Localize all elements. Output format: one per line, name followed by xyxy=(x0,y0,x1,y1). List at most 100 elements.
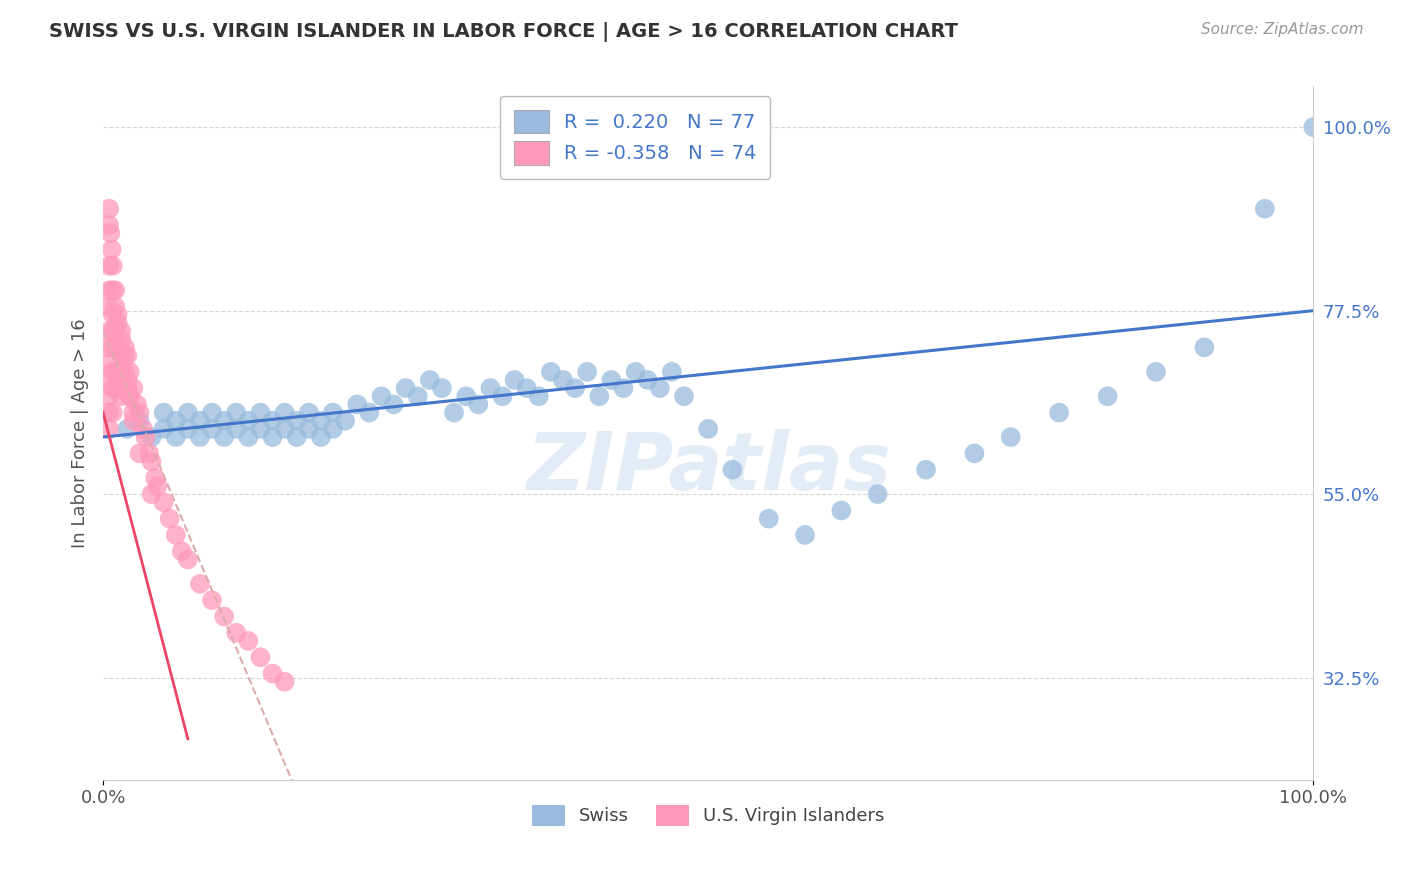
Point xyxy=(406,389,429,403)
Text: SWISS VS U.S. VIRGIN ISLANDER IN LABOR FORCE | AGE > 16 CORRELATION CHART: SWISS VS U.S. VIRGIN ISLANDER IN LABOR F… xyxy=(49,22,959,42)
Point xyxy=(188,430,211,444)
Legend: Swiss, U.S. Virgin Islanders: Swiss, U.S. Virgin Islanders xyxy=(524,797,891,833)
Point xyxy=(1144,365,1167,379)
Point xyxy=(382,397,405,411)
Point xyxy=(648,381,671,395)
Point xyxy=(1097,389,1119,403)
Point xyxy=(201,593,224,607)
Point xyxy=(564,381,586,395)
Text: ZIPatlas: ZIPatlas xyxy=(526,429,891,507)
Point xyxy=(177,552,200,566)
Point xyxy=(100,226,122,240)
Point xyxy=(273,406,295,420)
Point xyxy=(430,381,453,395)
Point xyxy=(262,666,284,681)
Point xyxy=(114,365,136,379)
Point xyxy=(101,340,124,354)
Point xyxy=(152,406,174,420)
Point xyxy=(159,511,181,525)
Point xyxy=(225,422,247,436)
Point xyxy=(285,414,308,428)
Point xyxy=(503,373,526,387)
Point xyxy=(794,528,817,542)
Point xyxy=(600,373,623,387)
Point xyxy=(114,349,136,363)
Point xyxy=(333,414,356,428)
Point xyxy=(637,373,659,387)
Point xyxy=(188,577,211,591)
Point xyxy=(225,406,247,420)
Point xyxy=(110,324,132,338)
Point xyxy=(107,308,129,322)
Point xyxy=(443,406,465,420)
Point xyxy=(101,406,124,420)
Point xyxy=(201,406,224,420)
Point xyxy=(101,324,124,338)
Point xyxy=(114,340,136,354)
Point xyxy=(285,430,308,444)
Point xyxy=(98,406,121,420)
Point xyxy=(262,414,284,428)
Point xyxy=(101,259,124,273)
Point xyxy=(98,259,121,273)
Point xyxy=(134,430,156,444)
Point xyxy=(212,430,235,444)
Point xyxy=(117,381,139,395)
Point xyxy=(98,389,121,403)
Point xyxy=(101,308,124,322)
Point xyxy=(322,422,344,436)
Point xyxy=(152,495,174,509)
Point xyxy=(322,406,344,420)
Point xyxy=(141,487,163,501)
Y-axis label: In Labor Force | Age > 16: In Labor Force | Age > 16 xyxy=(72,318,89,548)
Point xyxy=(165,430,187,444)
Point xyxy=(359,406,381,420)
Point xyxy=(456,389,478,403)
Point xyxy=(118,389,141,403)
Point xyxy=(104,340,127,354)
Point xyxy=(114,381,136,395)
Point xyxy=(101,381,124,395)
Point xyxy=(249,650,271,665)
Point xyxy=(104,381,127,395)
Point xyxy=(118,389,141,403)
Point xyxy=(117,349,139,363)
Point xyxy=(143,471,166,485)
Point xyxy=(122,381,145,395)
Point xyxy=(758,511,780,525)
Point xyxy=(107,340,129,354)
Point xyxy=(170,544,193,558)
Point xyxy=(249,422,271,436)
Point xyxy=(1254,202,1277,216)
Point xyxy=(104,300,127,314)
Point xyxy=(697,422,720,436)
Point xyxy=(98,283,121,297)
Point xyxy=(672,389,695,403)
Point xyxy=(146,479,169,493)
Point xyxy=(273,674,295,689)
Point xyxy=(915,463,938,477)
Point xyxy=(132,422,155,436)
Point xyxy=(346,397,368,411)
Point xyxy=(177,422,200,436)
Point xyxy=(110,332,132,346)
Point xyxy=(122,414,145,428)
Point xyxy=(419,373,441,387)
Point xyxy=(104,365,127,379)
Point xyxy=(273,422,295,436)
Point xyxy=(212,609,235,624)
Point xyxy=(238,414,260,428)
Point xyxy=(238,430,260,444)
Point xyxy=(118,365,141,379)
Point xyxy=(165,528,187,542)
Point xyxy=(104,324,127,338)
Point xyxy=(101,283,124,297)
Point xyxy=(98,324,121,338)
Point xyxy=(309,430,332,444)
Point xyxy=(963,446,986,460)
Point xyxy=(612,381,634,395)
Point xyxy=(467,397,489,411)
Point xyxy=(138,446,160,460)
Text: Source: ZipAtlas.com: Source: ZipAtlas.com xyxy=(1201,22,1364,37)
Point xyxy=(1047,406,1070,420)
